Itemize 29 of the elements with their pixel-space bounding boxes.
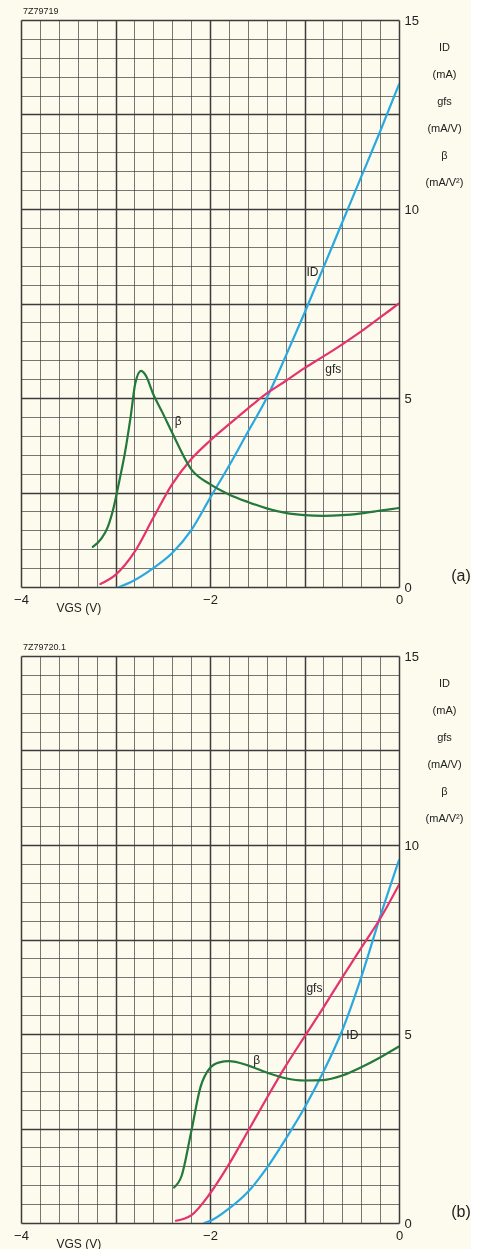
x-tick-label: −2 xyxy=(203,591,218,607)
text: ID (mA) gfs (mA/V) β (mA/V²) xyxy=(425,676,464,824)
y-tick-label: 15 xyxy=(404,648,419,664)
line-series xyxy=(172,1045,399,1189)
series-label: ID xyxy=(306,264,319,279)
line-series xyxy=(203,859,399,1223)
text: ID (mA) gfs (mA/V) β (mA/V²) xyxy=(425,40,464,188)
y-tick-label: 5 xyxy=(404,390,412,406)
line-series xyxy=(174,883,399,1222)
line-series xyxy=(99,302,399,586)
x-axis-title: VGS (V) xyxy=(56,600,102,615)
text: (a) xyxy=(451,567,471,584)
y-tick-label: 0 xyxy=(404,579,412,595)
series-label: β xyxy=(253,1052,261,1067)
y-tick-label: 10 xyxy=(404,837,419,853)
y-tick-label: 5 xyxy=(404,1026,412,1042)
text: (b) xyxy=(451,1203,471,1220)
series-label: gfs xyxy=(325,362,342,377)
y-tick-label: 10 xyxy=(404,201,419,217)
y-tick-label: 0 xyxy=(404,1215,412,1231)
series-label: β xyxy=(174,413,182,428)
y-tick-label: 15 xyxy=(404,12,419,28)
line-series xyxy=(118,83,399,587)
x-tick-label: −4 xyxy=(14,591,29,607)
x-tick-label: −2 xyxy=(203,1227,218,1243)
x-tick-label: −4 xyxy=(14,1227,29,1243)
text: 7Z79719 xyxy=(23,6,59,16)
series-label: gfs xyxy=(306,980,323,995)
text: 7Z79720.1 xyxy=(23,642,67,652)
